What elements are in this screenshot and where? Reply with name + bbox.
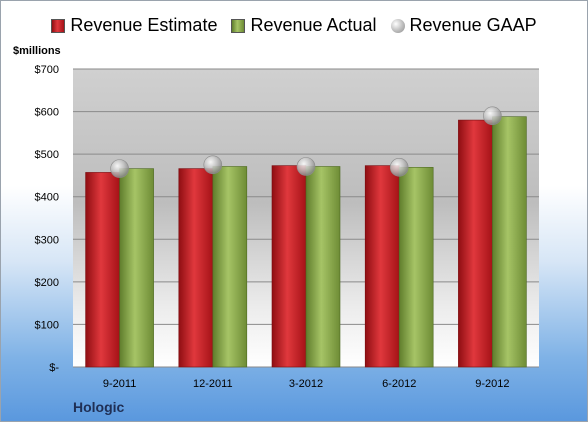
legend-label-estimate: Revenue Estimate [70, 15, 218, 35]
bar-revenue-actual [492, 116, 527, 368]
y-tick-label: $400 [35, 192, 59, 204]
legend-swatch-estimate [51, 18, 66, 33]
bar-revenue-estimate [85, 172, 120, 368]
bar-revenue-estimate [458, 119, 493, 368]
y-axis-unit-label: $millions [13, 45, 61, 57]
bar-revenue-estimate [271, 165, 307, 368]
point-revenue-gaap [110, 159, 129, 178]
legend-label-gaap: Revenue GAAP [409, 15, 537, 35]
legend: Revenue Estimate Revenue Actual Revenue … [1, 15, 587, 36]
y-tick-label: $700 [35, 64, 59, 76]
point-revenue-gaap [296, 157, 316, 176]
legend-label-actual: Revenue Actual [250, 15, 377, 35]
bar-revenue-actual [398, 167, 434, 368]
x-tick-label: 12-2011 [193, 378, 233, 390]
point-revenue-gaap [203, 155, 223, 175]
legend-marker-gaap [390, 18, 405, 33]
point-revenue-gaap [389, 158, 409, 177]
x-tick-label: 9-2011 [103, 378, 136, 390]
y-tick-label: $500 [35, 149, 59, 161]
bar-revenue-estimate [178, 168, 214, 368]
y-tick-label: $100 [35, 319, 59, 331]
y-tick-label: $- [49, 362, 59, 374]
x-tick-label: 9-2012 [475, 378, 509, 390]
legend-item-actual: Revenue Actual [231, 15, 377, 36]
company-name: Hologic [73, 399, 125, 415]
bar-revenue-actual [212, 166, 248, 368]
y-tick-label: $200 [35, 277, 59, 289]
x-tick-label: 3-2012 [289, 378, 323, 390]
legend-item-gaap: Revenue GAAP [390, 15, 537, 36]
y-tick-label: $600 [35, 107, 59, 119]
point-revenue-gaap [483, 106, 502, 126]
bar-revenue-actual [305, 166, 341, 368]
bar-revenue-actual [119, 168, 154, 368]
bar-revenue-estimate [364, 165, 400, 368]
legend-swatch-actual [231, 18, 246, 33]
x-tick-label: 6-2012 [382, 378, 416, 390]
y-tick-label: $300 [35, 234, 59, 246]
legend-item-estimate: Revenue Estimate [51, 15, 217, 36]
